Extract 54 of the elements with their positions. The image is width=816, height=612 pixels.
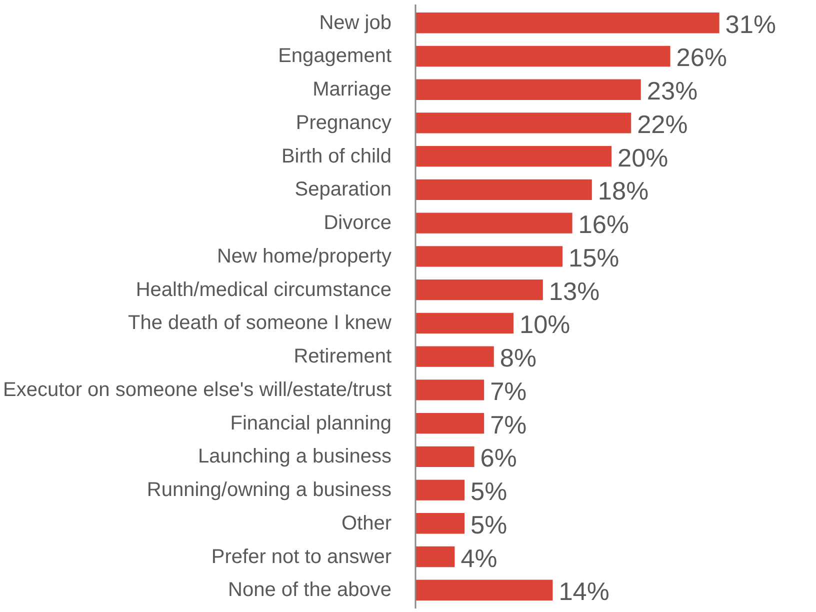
y-tick-label: New home/property xyxy=(216,245,392,268)
bar xyxy=(416,380,484,400)
data-label: 8% xyxy=(500,344,537,373)
bar xyxy=(416,580,553,600)
bar xyxy=(416,79,641,100)
bar xyxy=(416,179,592,200)
bar xyxy=(416,112,632,134)
y-tick-label: Financial planning xyxy=(230,412,392,434)
data-label: 18% xyxy=(598,178,649,206)
y-tick-label: Retirement xyxy=(294,346,392,368)
data-label: 22% xyxy=(637,110,688,139)
y-tick-label: The death of someone I knew xyxy=(128,312,392,334)
y-tick-label: Engagement xyxy=(278,45,392,68)
y-tick-label: Divorce xyxy=(324,212,392,234)
bar xyxy=(416,46,670,67)
data-label: 16% xyxy=(578,211,629,240)
data-label: 13% xyxy=(548,278,600,306)
bar xyxy=(416,480,464,500)
data-label: 7% xyxy=(490,378,527,406)
y-tick-label: Marriage xyxy=(312,78,392,101)
y-tick-label: Birth of child xyxy=(281,145,392,168)
y-tick-label: Running/owning a business xyxy=(146,479,392,502)
bar xyxy=(416,412,484,434)
bar xyxy=(416,146,612,167)
y-tick-label: Launching a business xyxy=(198,446,392,468)
data-label: 6% xyxy=(480,444,517,473)
data-label: 10% xyxy=(519,311,570,340)
data-label: 5% xyxy=(470,511,508,540)
data-label: 26% xyxy=(676,44,727,72)
bar xyxy=(416,513,464,534)
y-tick-label: Other xyxy=(341,512,392,534)
bar xyxy=(416,446,474,468)
bar xyxy=(416,312,514,334)
y-tick-label: New job xyxy=(319,12,392,34)
bar xyxy=(416,279,543,300)
y-tick-label: Executor on someone else's will/estate/trust xyxy=(3,378,392,401)
bar xyxy=(416,346,494,367)
y-tick-label: Pregnancy xyxy=(296,112,392,134)
y-tick-label: Separation xyxy=(294,178,392,201)
bar xyxy=(416,246,562,267)
data-label: 23% xyxy=(646,78,698,106)
bar xyxy=(416,12,720,34)
bar xyxy=(416,212,572,234)
y-tick-label: None of the above xyxy=(228,579,392,602)
data-label: 31% xyxy=(725,10,776,39)
data-label: 4% xyxy=(460,544,498,573)
data-label: 20% xyxy=(617,144,668,172)
bar xyxy=(416,546,455,568)
data-label: 7% xyxy=(490,411,527,440)
data-label: 15% xyxy=(568,244,620,272)
y-tick-label: Prefer not to answer xyxy=(211,546,392,568)
y-tick-label: Health/medical circumstance xyxy=(136,278,392,301)
data-label: 5% xyxy=(470,478,508,506)
data-label: 14% xyxy=(558,578,610,606)
